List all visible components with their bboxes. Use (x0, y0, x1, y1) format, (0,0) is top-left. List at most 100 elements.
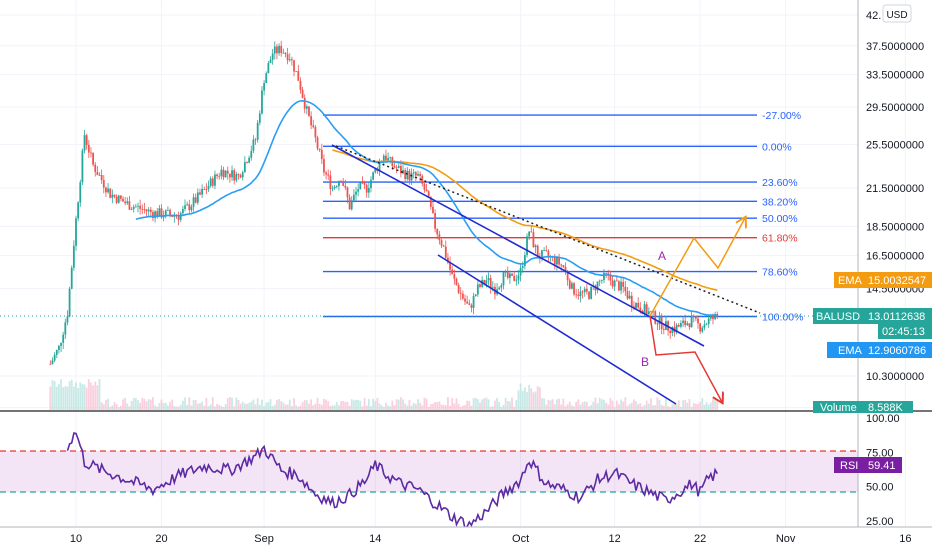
candle-body (261, 90, 263, 114)
candle-body (250, 150, 253, 158)
price-tick-label: 25.5000000 (866, 139, 924, 151)
candle-body (199, 192, 201, 195)
candle-body (385, 155, 387, 161)
volume-bar (229, 397, 231, 410)
candle-body (513, 275, 516, 281)
volume-bar (568, 401, 571, 410)
volume-bar (113, 402, 116, 410)
candle-body (615, 280, 618, 282)
volume-bar (583, 401, 586, 410)
volume-bar (639, 403, 642, 410)
candle-body (145, 209, 148, 212)
candle-body (323, 159, 325, 173)
volume-bar (357, 399, 360, 410)
volume-bar (49, 386, 52, 410)
volume-bar (417, 399, 419, 410)
main-pane[interactable] (0, 0, 858, 410)
volume-bar (348, 405, 351, 410)
candle-body (536, 245, 539, 258)
candle-body (66, 316, 69, 323)
volume-bar (447, 397, 449, 410)
candle-body (694, 316, 697, 319)
candle-body (267, 62, 270, 74)
volume-bar (194, 399, 197, 410)
volume-bar (186, 404, 189, 410)
candle-body (256, 122, 259, 140)
candle-body (374, 168, 377, 173)
candle-body (491, 286, 494, 288)
volume-bar (365, 405, 368, 410)
candle-body (173, 215, 176, 217)
volume-bar (310, 399, 313, 410)
candle-body (280, 45, 283, 54)
candle-body (214, 174, 216, 186)
price-tick-label: 29.5000000 (866, 102, 924, 114)
candle-body (154, 211, 156, 219)
bar-countdown: 02:45:13 (882, 326, 925, 338)
volume-bar (549, 400, 552, 410)
candle-body (523, 255, 526, 267)
candle-body (395, 167, 398, 169)
candle-body (457, 285, 460, 293)
volume-bar (442, 404, 445, 410)
time-axis[interactable]: 10 20 Sep 14 Oct 12 22 Nov 16 (70, 533, 912, 545)
volume-bar (513, 406, 516, 410)
ema-blue-value: 12.9060786 (868, 345, 926, 357)
candle-body (476, 284, 479, 295)
candle-body (305, 106, 308, 109)
candle-body (647, 311, 650, 315)
candle-body (581, 291, 584, 293)
volume-bar (109, 406, 112, 410)
volume-bar (278, 399, 280, 410)
volume-bar (662, 405, 665, 410)
ema-orange-name: EMA (838, 275, 863, 287)
candle-body (417, 173, 419, 176)
volume-bar (385, 402, 387, 410)
candle-body (611, 280, 614, 287)
volume-bar (205, 397, 208, 410)
volume-bar (545, 404, 548, 410)
volume-bar (502, 404, 505, 410)
volume-bar (438, 401, 441, 410)
volume-bar (613, 406, 616, 410)
volume-bar (521, 390, 524, 410)
volume-bar (515, 400, 518, 410)
rsi-axis[interactable]: 100.00 75.00 50.00 25.00 (866, 413, 900, 528)
volume-bar (476, 399, 479, 410)
candle-body (160, 208, 163, 218)
candle-body (331, 188, 334, 190)
volume-bar (690, 406, 693, 410)
time-tick-label: 14 (369, 533, 381, 545)
volume-bar (211, 397, 214, 410)
candle-body (190, 206, 193, 211)
volume-bar (716, 400, 719, 410)
volume-bar (688, 399, 691, 410)
volume-bar (419, 402, 422, 410)
volume-bar (119, 405, 122, 410)
candle-body (263, 83, 265, 91)
time-tick-label: Sep (254, 533, 274, 545)
annotation-a: A (658, 249, 666, 263)
volume-bar (511, 397, 513, 410)
candle-body (519, 268, 522, 276)
candle-body (359, 182, 362, 190)
volume-bar (528, 384, 531, 410)
volume-bar (632, 399, 635, 410)
volume-bar (491, 406, 494, 410)
volume-bar (261, 399, 263, 410)
volume-bar (635, 401, 637, 410)
currency-button[interactable]: USD (882, 4, 912, 23)
volume-bar (592, 401, 595, 410)
candle-body (404, 170, 407, 180)
rsi-band (0, 451, 858, 492)
volume-bar (293, 398, 295, 410)
candle-body (500, 285, 503, 288)
volume-bar (167, 405, 169, 410)
volume-bar (378, 403, 381, 410)
volume-bar (312, 405, 315, 410)
candle-body (541, 250, 543, 259)
volume-bar (143, 398, 146, 410)
candle-body (105, 187, 107, 193)
volume-bar (62, 387, 65, 410)
volume-bar (53, 381, 56, 410)
